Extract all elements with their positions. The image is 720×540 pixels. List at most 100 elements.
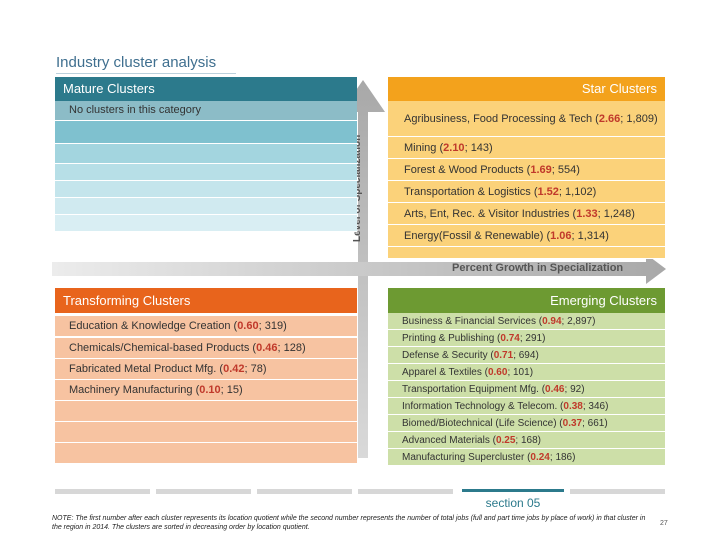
location-quotient: 0.10 xyxy=(199,384,221,396)
job-count: 1,314 xyxy=(577,229,606,242)
transforming-cluster-row: Machinery Manufacturing (0.10; 15) xyxy=(55,380,357,401)
cluster-name: Mining xyxy=(404,141,437,154)
location-quotient: 0.25 xyxy=(495,435,516,446)
job-count: 128 xyxy=(283,342,302,354)
cluster-name: Printing & Publishing xyxy=(402,333,495,344)
footer-bar-segment xyxy=(570,489,665,494)
cluster-name: Arts, Ent, Rec. & Visitor Industries xyxy=(404,207,570,220)
job-count: 2,897 xyxy=(567,316,593,327)
emerging-cluster-row: Transportation Equipment Mfg. (0.46; 92) xyxy=(388,381,665,398)
job-count: 346 xyxy=(588,401,606,412)
job-count: 92 xyxy=(570,384,582,395)
job-count: 101 xyxy=(513,367,530,378)
horizontal-axis-arrow xyxy=(52,254,666,284)
location-quotient: 0.46 xyxy=(545,384,565,395)
job-count: 319 xyxy=(264,320,284,332)
mature-empty-note: No clusters in this category xyxy=(69,104,202,116)
cluster-name: Agribusiness, Food Processing & Tech xyxy=(404,112,593,125)
location-quotient: 0.60 xyxy=(487,367,508,378)
star-cluster-row: Energy(Fossil & Renewable) (1.06; 1,314) xyxy=(388,225,665,247)
transforming-row-empty xyxy=(55,401,357,422)
job-count: 143 xyxy=(470,141,490,154)
star-cluster-row: Arts, Ent, Rec. & Visitor Industries (1.… xyxy=(388,203,665,225)
location-quotient: 1.06 xyxy=(550,229,572,242)
mature-row xyxy=(55,215,357,232)
job-count: 291 xyxy=(525,333,543,344)
star-row-empty xyxy=(388,247,665,259)
job-count: 186 xyxy=(555,452,573,463)
section-tab[interactable]: section 05 xyxy=(462,489,564,514)
footer-bar-segment xyxy=(358,489,453,494)
cluster-name: Education & Knowledge Creation xyxy=(69,320,231,332)
job-count: 168 xyxy=(520,435,538,446)
location-quotient: 0.46 xyxy=(256,342,278,354)
footer-bar-segment xyxy=(55,489,150,494)
transforming-row-empty xyxy=(55,443,357,464)
transforming-clusters-heading: Transforming Clusters xyxy=(55,288,357,313)
cluster-name: Transportation Equipment Mfg. xyxy=(402,384,539,395)
cluster-name: Defense & Security xyxy=(402,350,488,361)
cluster-name: Fabricated Metal Product Mfg. xyxy=(69,363,217,375)
title-underline xyxy=(56,73,236,74)
star-cluster-row: Transportation & Logistics (1.52; 1,102) xyxy=(388,181,665,203)
mature-row xyxy=(55,144,357,164)
location-quotient: 0.42 xyxy=(223,363,245,375)
emerging-cluster-row: Information Technology & Telecom. (0.38;… xyxy=(388,398,665,415)
job-count: 78 xyxy=(250,363,263,375)
emerging-cluster-row: Printing & Publishing (0.74; 291) xyxy=(388,330,665,347)
location-quotient: 0.38 xyxy=(563,401,583,412)
job-count: 1,248 xyxy=(603,207,632,220)
mature-row xyxy=(55,164,357,181)
emerging-cluster-row: Business & Financial Services (0.94; 2,8… xyxy=(388,313,665,330)
star-cluster-row: Mining (2.10; 143) xyxy=(388,137,665,159)
location-quotient: 0.60 xyxy=(237,320,259,332)
transforming-cluster-row: Education & Knowledge Creation (0.60; 31… xyxy=(55,316,357,337)
star-cluster-row: Forest & Wood Products (1.69; 554) xyxy=(388,159,665,181)
footer-bar-segment xyxy=(156,489,251,494)
job-count: 1,102 xyxy=(565,185,593,198)
mature-clusters-heading: Mature Clusters xyxy=(55,77,357,101)
location-quotient: 1.52 xyxy=(537,185,559,198)
job-count: 694 xyxy=(518,350,536,361)
location-quotient: 1.33 xyxy=(576,207,598,220)
footer-bar-segment xyxy=(257,489,352,494)
star-clusters-heading: Star Clusters xyxy=(388,77,665,101)
emerging-cluster-row: Apparel & Textiles (0.60; 101) xyxy=(388,364,665,381)
job-count: 554 xyxy=(557,163,577,176)
job-count: 661 xyxy=(587,418,605,429)
job-count: 1,809 xyxy=(626,112,654,125)
cluster-name: Manufacturing Supercluster xyxy=(402,452,525,463)
mature-row: No clusters in this category xyxy=(55,101,357,121)
footnote: NOTE: The first number after each cluste… xyxy=(52,515,646,531)
transforming-row-empty xyxy=(55,422,357,443)
emerging-cluster-row: Manufacturing Supercluster (0.24; 186) xyxy=(388,449,665,466)
cluster-name: Biomed/Biotechnical (Life Science) xyxy=(402,418,557,429)
location-quotient: 0.71 xyxy=(493,350,514,361)
page-number: 27 xyxy=(660,520,668,527)
transforming-cluster-row: Chemicals/Chemical-based Products (0.46;… xyxy=(55,338,357,359)
location-quotient: 0.24 xyxy=(530,452,550,463)
cluster-name: Transportation & Logistics xyxy=(404,185,531,198)
cluster-name: Advanced Materials xyxy=(402,435,490,446)
mature-row xyxy=(55,121,357,144)
star-cluster-row: Agribusiness, Food Processing & Tech (2.… xyxy=(388,101,665,137)
location-quotient: 2.10 xyxy=(443,141,465,154)
location-quotient: 0.37 xyxy=(562,418,583,429)
mature-row xyxy=(55,181,357,198)
job-count: 15 xyxy=(226,384,240,396)
horizontal-axis-label: Percent Growth in Specialization xyxy=(452,262,624,274)
emerging-cluster-row: Biomed/Biotechnical (Life Science) (0.37… xyxy=(388,415,665,432)
location-quotient: 2.66 xyxy=(598,112,621,125)
cluster-name: Business & Financial Services xyxy=(402,316,536,327)
mature-row xyxy=(55,198,357,215)
cluster-name: Machinery Manufacturing xyxy=(69,384,193,396)
page-title: Industry cluster analysis xyxy=(56,54,217,71)
cluster-name: Information Technology & Telecom. xyxy=(402,401,558,412)
emerging-cluster-row: Advanced Materials (0.25; 168) xyxy=(388,432,665,449)
location-quotient: 0.74 xyxy=(500,333,520,344)
cluster-name: Chemicals/Chemical-based Products xyxy=(69,342,250,354)
cluster-name: Energy(Fossil & Renewable) xyxy=(404,229,544,242)
cluster-name: Apparel & Textiles xyxy=(402,367,482,378)
emerging-clusters-heading: Emerging Clusters xyxy=(388,288,665,313)
